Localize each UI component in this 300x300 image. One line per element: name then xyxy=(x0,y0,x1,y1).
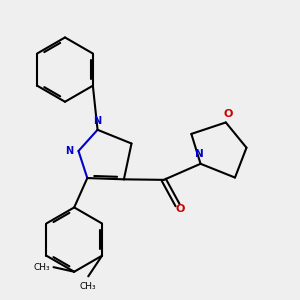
Text: O: O xyxy=(224,109,233,119)
Text: N: N xyxy=(65,146,73,156)
Text: CH₃: CH₃ xyxy=(80,282,97,291)
Text: N: N xyxy=(94,116,102,126)
Text: CH₃: CH₃ xyxy=(33,262,50,272)
Text: O: O xyxy=(176,204,185,214)
Text: N: N xyxy=(195,149,204,159)
